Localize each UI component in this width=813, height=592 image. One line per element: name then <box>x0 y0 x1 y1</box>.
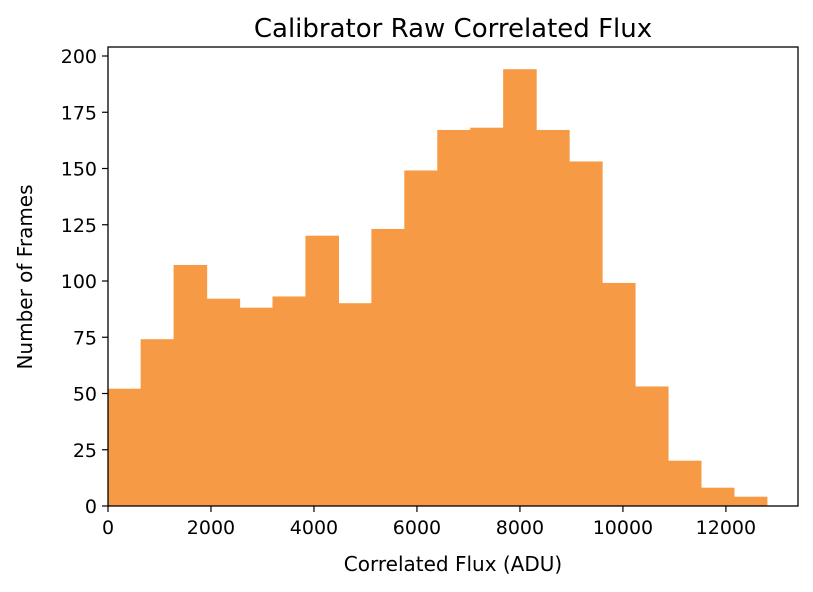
y-tick-label-2: 50 <box>73 384 97 406</box>
x-tick-label-4: 8000 <box>496 517 544 539</box>
histogram-bar-4 <box>239 307 274 507</box>
histogram-bar-9 <box>404 170 438 507</box>
x-axis-label: Correlated Flux (ADU) <box>344 552 562 576</box>
y-tick-label-4: 100 <box>61 271 97 293</box>
histogram-bar-7 <box>338 303 372 507</box>
histogram-bar-19 <box>733 496 768 507</box>
histogram-bar-15 <box>602 282 636 507</box>
histogram-bar-10 <box>437 129 471 507</box>
x-axis: 0 2000 4000 6000 8000 10000 12000 <box>102 506 756 539</box>
y-axis-label: Number of Frames <box>13 184 37 369</box>
histogram-bar-3 <box>206 298 241 507</box>
x-tick-label-1: 2000 <box>187 517 235 539</box>
histogram-bar-12 <box>503 69 537 507</box>
x-tick-label-6: 12000 <box>696 517 756 539</box>
y-tick-label-1: 25 <box>73 440 97 462</box>
y-tick-label-7: 175 <box>61 102 97 124</box>
x-tick-label-2: 4000 <box>290 517 338 539</box>
histogram-bar-14 <box>569 161 603 507</box>
y-tick-label-5: 125 <box>61 215 97 237</box>
x-tick-label-0: 0 <box>102 517 114 539</box>
plot-frame <box>107 46 799 507</box>
histogram-bar-2 <box>173 264 208 507</box>
x-tick-label-3: 6000 <box>393 517 441 539</box>
y-axis: 0 25 50 75 100 125 150 175 200 <box>61 46 108 518</box>
x-tick-label-5: 10000 <box>593 517 653 539</box>
histogram-bar-5 <box>272 296 307 507</box>
histogram-bar-1 <box>140 339 175 507</box>
chart-title: Calibrator Raw Correlated Flux <box>254 14 652 44</box>
histogram-bar-8 <box>371 228 405 507</box>
histogram-bar-13 <box>536 129 570 507</box>
histogram-bar-0 <box>107 388 142 507</box>
histogram-bar-6 <box>305 235 339 507</box>
y-tick-label-3: 75 <box>73 327 97 349</box>
histogram-bar-18 <box>700 487 735 507</box>
bars-group <box>107 69 768 507</box>
y-tick-label-6: 150 <box>61 159 97 181</box>
histogram-bar-17 <box>667 460 702 507</box>
histogram-bar-11 <box>470 127 504 507</box>
histogram-bar-16 <box>634 386 669 507</box>
y-tick-label-8: 200 <box>61 46 97 68</box>
y-tick-label-0: 0 <box>85 496 97 518</box>
